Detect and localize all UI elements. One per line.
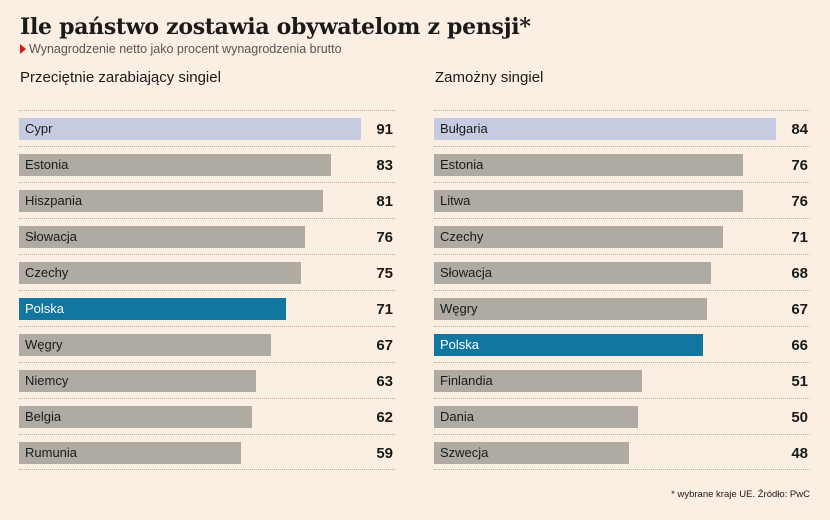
value-label: 83 [376,157,393,174]
value-label: 68 [791,265,808,282]
bar [19,262,301,284]
bar-row: Węgry 67 [434,290,810,326]
category-label: Polska [440,337,480,352]
value-label: 76 [376,229,393,246]
value-label: 50 [791,409,808,426]
bar-row: Słowacja 76 [19,218,395,254]
bar [434,370,642,392]
bar [19,226,305,248]
bar [19,298,286,320]
bar-row: Estonia 83 [19,146,395,182]
bar-row: Szwecja 48 [434,434,810,470]
value-label: 81 [376,193,393,210]
value-label: 63 [376,373,393,390]
category-label: Estonia [25,157,69,172]
bar [19,118,361,140]
bar [434,118,776,140]
category-label: Węgry [25,337,63,352]
bar [434,334,703,356]
subtitle-text: Wynagrodzenie netto jako procent wynagro… [29,42,342,56]
panel-title-average: Przeciętnie zarabiający singiel [20,69,221,86]
chart-title: Ile państwo zostawia obywatelom z pensji… [20,14,531,40]
category-label: Słowacja [440,265,493,280]
bar-row: Węgry 67 [19,326,395,362]
bar [434,154,744,176]
panel-title-wealthy: Zamożny singiel [435,69,544,86]
bar [19,442,241,464]
bar [19,406,252,428]
bar-row: Niemcy 63 [19,362,395,398]
category-label: Finlandia [440,373,493,388]
category-label: Polska [25,301,65,316]
value-label: 76 [791,157,808,174]
category-label: Rumunia [25,445,78,460]
value-label: 75 [376,265,393,282]
bar-row: Cypr 91 [19,110,395,146]
bar [434,262,711,284]
category-label: Litwa [440,193,471,208]
bar-row: Czechy 75 [19,254,395,290]
bar-row: Bułgaria 84 [434,110,810,146]
category-label: Szwecja [440,445,489,460]
source-note: * wybrane kraje UE. Źródło: PwC [671,489,810,500]
value-label: 48 [791,445,808,462]
chart-subtitle: Wynagrodzenie netto jako procent wynagro… [20,42,342,56]
bar-row: Estonia 76 [434,146,810,182]
bar-row: Polska 71 [19,290,395,326]
bar-row: Litwa 76 [434,182,810,218]
value-label: 66 [791,337,808,354]
bar-row: Belgia 62 [19,398,395,434]
bar-row: Finlandia 51 [434,362,810,398]
category-label: Słowacja [25,229,78,244]
value-label: 67 [791,301,808,318]
bar [434,442,630,464]
category-label: Hiszpania [25,193,83,208]
value-label: 59 [376,445,393,462]
category-label: Estonia [440,157,484,172]
bar-row: Rumunia 59 [19,434,395,470]
category-label: Węgry [440,301,478,316]
bar-row: Hiszpania 81 [19,182,395,218]
triangle-marker-icon [20,44,26,54]
bar [19,190,324,212]
value-label: 91 [376,121,393,138]
value-label: 71 [791,229,808,246]
bar [19,370,256,392]
category-label: Czechy [440,229,484,244]
category-label: Niemcy [25,373,69,388]
category-label: Bułgaria [440,121,488,136]
bar [434,406,638,428]
bar [19,334,271,356]
bar-chart-wealthy: Bułgaria 84 Estonia 76 Litwa 76 Czechy 71 Słowac… [434,110,810,470]
bar-row: Słowacja 68 [434,254,810,290]
value-label: 84 [791,121,808,138]
value-label: 71 [376,301,393,318]
bar-row: Dania 50 [434,398,810,434]
value-label: 76 [791,193,808,210]
bar-row: Czechy 71 [434,218,810,254]
bar [434,190,744,212]
bar-row: Polska 66 [434,326,810,362]
category-label: Cypr [25,121,53,136]
category-label: Czechy [25,265,69,280]
bar-chart-average: Cypr 91 Estonia 83 Hiszpania 81 Słowacja 76 Czec… [19,110,395,470]
category-label: Belgia [25,409,62,424]
bar [434,226,724,248]
category-label: Dania [440,409,474,424]
value-label: 62 [376,409,393,426]
bar [434,298,707,320]
value-label: 51 [791,373,808,390]
bar [19,154,331,176]
value-label: 67 [376,337,393,354]
